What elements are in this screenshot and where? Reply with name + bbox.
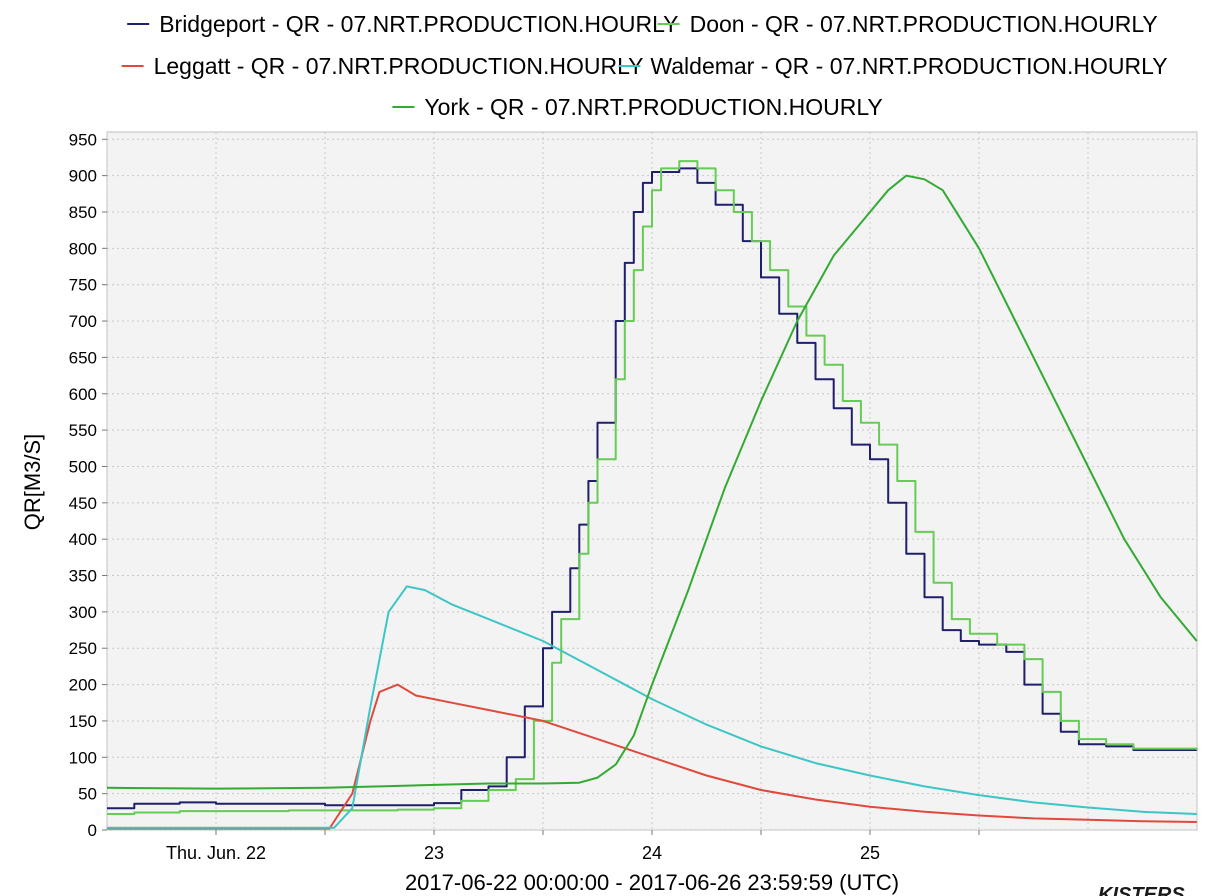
legend-item: York - QR - 07.NRT.PRODUCTION.HOURLY — [392, 94, 883, 120]
legend-label: Bridgeport - QR - 07.NRT.PRODUCTION.HOUR… — [159, 11, 678, 37]
y-tick-label: 250 — [69, 639, 97, 658]
legend-item: Bridgeport - QR - 07.NRT.PRODUCTION.HOUR… — [127, 11, 679, 37]
y-tick-label: 850 — [69, 203, 97, 222]
x-axis: Thu. Jun. 22 23 24 25 — [166, 830, 980, 863]
legend-label: Leggatt - QR - 07.NRT.PRODUCTION.HOURLY — [154, 53, 644, 79]
y-tick-label: 400 — [69, 530, 97, 549]
y-tick-label: 100 — [69, 748, 97, 767]
legend-label: York - QR - 07.NRT.PRODUCTION.HOURLY — [424, 94, 882, 120]
legend-label: Doon - QR - 07.NRT.PRODUCTION.HOURLY — [690, 11, 1158, 37]
y-tick-label: 650 — [69, 348, 97, 367]
series-line-2 — [107, 683, 1197, 830]
legend-item: Doon - QR - 07.NRT.PRODUCTION.HOURLY — [657, 11, 1158, 37]
y-tick-label: 800 — [69, 239, 97, 258]
y-tick-label: 450 — [69, 494, 97, 513]
y-axis: 0 50 100 150 200 250 300 350 400 450 500 550 600 650 7… — [69, 130, 107, 840]
logo-text: KISTERS — [1098, 884, 1185, 896]
series-line-3 — [107, 585, 1197, 829]
y-tick-label: 50 — [78, 785, 97, 804]
date-range-label: 2017-06-22 00:00:00 - 2017-06-26 23:59:5… — [405, 870, 899, 895]
y-tick-label: 300 — [69, 603, 97, 622]
legend: Bridgeport - QR - 07.NRT.PRODUCTION.HOUR… — [121, 11, 1168, 120]
kisters-logo: KISTERS — [1098, 884, 1185, 896]
y-tick-label: 350 — [69, 567, 97, 586]
y-tick-label: 750 — [69, 276, 97, 295]
y-tick-label: 700 — [69, 312, 97, 331]
x-tick-label: 25 — [860, 843, 880, 863]
y-tick-label: 200 — [69, 676, 97, 695]
y-axis-label: QR[M3/S] — [20, 434, 45, 531]
legend-label: Waldemar - QR - 07.NRT.PRODUCTION.HOURLY — [650, 53, 1167, 79]
x-tick-label: Thu. Jun. 22 — [166, 843, 266, 863]
y-tick-label: 500 — [69, 457, 97, 476]
y-tick-label: 900 — [69, 167, 97, 186]
x-tick-label: 23 — [424, 843, 444, 863]
y-tick-label: 150 — [69, 712, 97, 731]
y-tick-label: 0 — [88, 821, 97, 840]
y-tick-label: 600 — [69, 385, 97, 404]
plot-area — [106, 131, 1198, 831]
series-layer — [106, 160, 1198, 830]
y-tick-label: 950 — [69, 130, 97, 149]
y-tick-label: 550 — [69, 421, 97, 440]
x-tick-label: 24 — [642, 843, 662, 863]
legend-item: Waldemar - QR - 07.NRT.PRODUCTION.HOURLY — [618, 53, 1168, 79]
legend-item: Leggatt - QR - 07.NRT.PRODUCTION.HOURLY — [121, 53, 644, 79]
